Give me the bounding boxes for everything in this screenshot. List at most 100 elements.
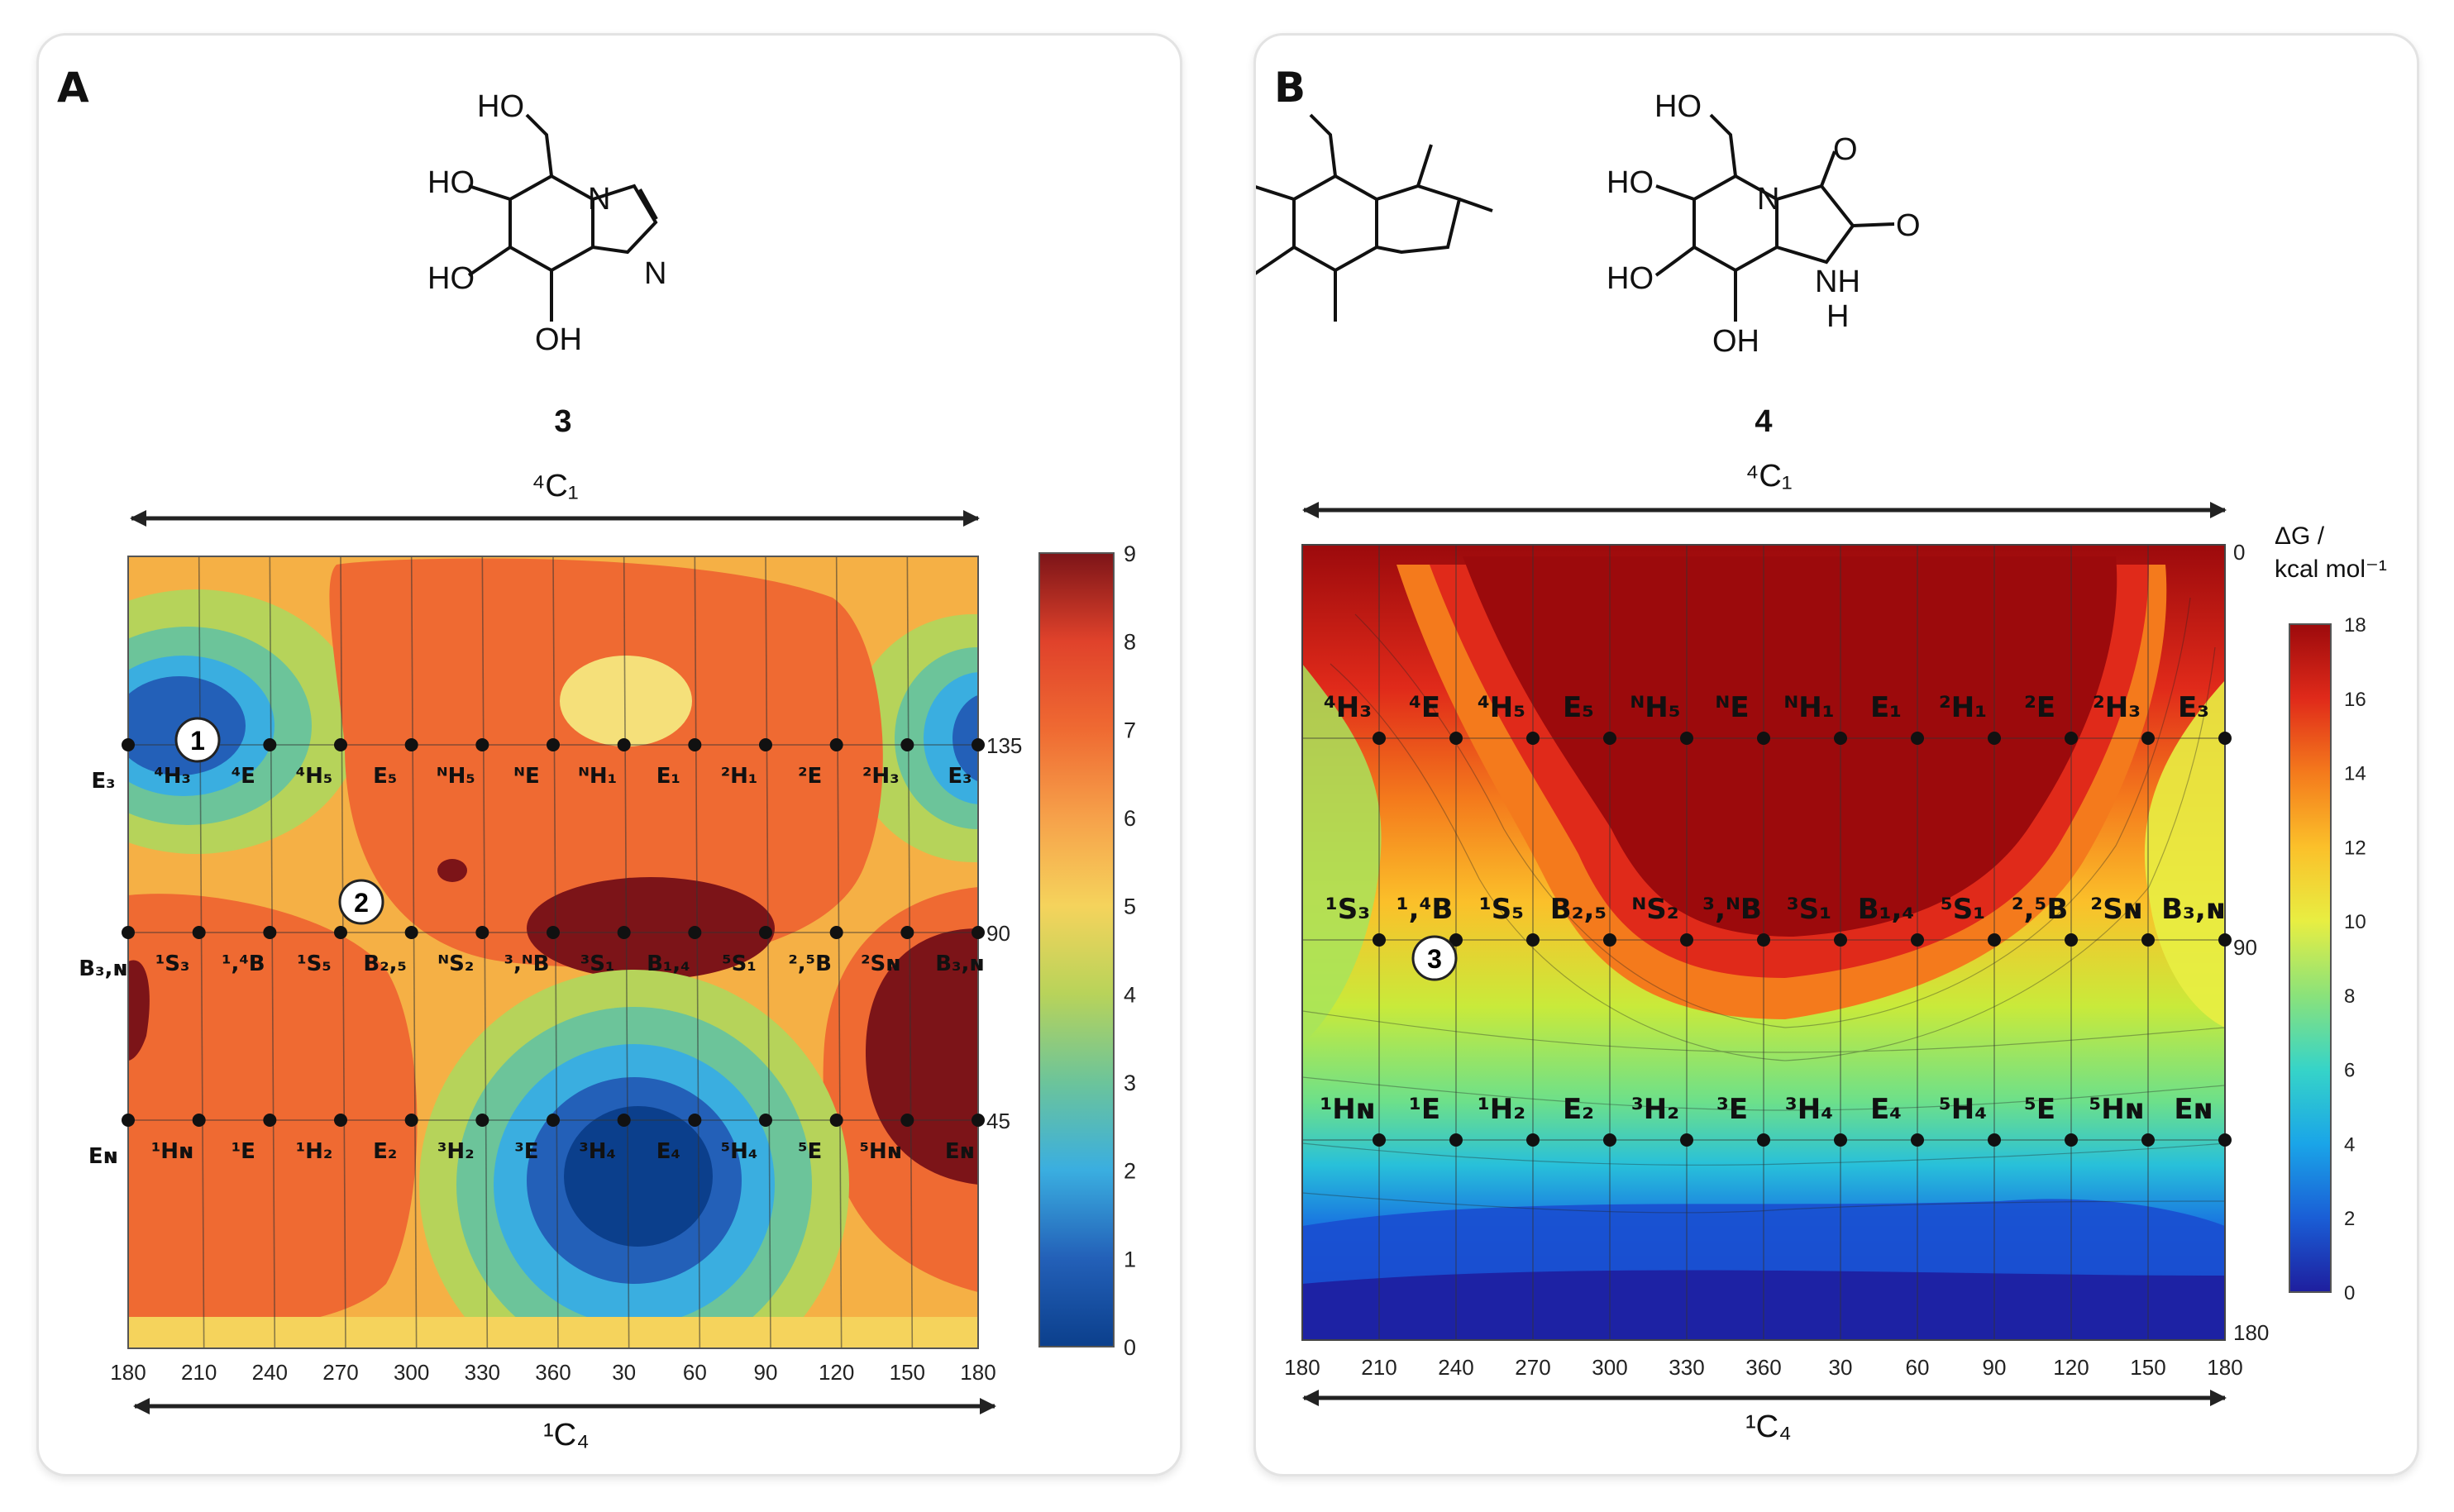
conformer-point [759,738,772,751]
conformer-label: E₅ [373,764,397,789]
conformer-point [263,926,277,939]
conformer-point [475,1114,489,1127]
conformer-point [2065,933,2078,947]
conformer-point [900,738,914,751]
conformer-point [617,738,631,751]
conformer-point [1373,933,1386,947]
panel-a-svg: HO HO HO OH N N [79,89,1136,1414]
panel-label: A [57,64,89,112]
conformer-label: ᴺS₂ [1631,893,1678,926]
colorbar-tick-label: 1 [1124,1247,1136,1271]
conformer-point [759,926,772,939]
conformer-label: E₃ [91,769,115,794]
colorbar-title-line1: ΔG / [2275,522,2325,550]
conformer-label: ⁴H₃ [1324,691,1372,724]
conformer-point [263,1114,277,1127]
structure-4 [1256,113,1493,322]
conformer-point [829,926,843,939]
conformer-label: E₃ [2178,691,2209,724]
heatmap-b [1302,545,2225,1340]
minimum-marker-2: 2 [338,879,384,925]
conformer-label: ³H₂ [437,1139,475,1164]
colorbar-tick-label: 7 [1124,718,1136,742]
conformer-label: ²H₃ [2093,691,2141,724]
grid-line-v [340,556,346,1348]
conformer-point [829,738,843,751]
struct-text-ho1: HO [1654,89,1702,124]
colorbar-tick-label: 0 [1124,1335,1136,1360]
colorbar-a [1038,552,1115,1347]
conformer-point [1911,933,1924,947]
conformer-point [972,738,985,751]
struct-text-h: H [1826,299,1849,334]
conformer-point [122,926,135,939]
conformer-label: E₄ [656,1139,680,1164]
grid-line-v [906,556,914,1348]
conformer-label: ¹S₅ [297,952,332,976]
x-tick-label: 90 [1983,1355,2007,1380]
colorbar-tick-label: 3 [1124,1071,1136,1095]
conformer-point [1373,1133,1386,1147]
conformer-label: E₁ [1870,691,1902,724]
conformer-label: ᴺH₅ [437,764,475,789]
grid-line-v [765,556,771,1348]
conformer-label: ᴺH₁ [578,764,617,789]
conformer-point [1834,732,1847,745]
conformer-point [1757,933,1770,947]
conformer-point [547,1114,560,1127]
conformer-point [404,1114,418,1127]
x-tick-label: 180 [110,1360,146,1385]
conformer-label: B₂,₅ [363,952,406,976]
y-tick-label: 0 [2233,540,2245,565]
conformer-label: ¹,⁴B [1396,893,1454,926]
conformer-label: ⁴H₅ [1478,691,1525,724]
compound-number: 4 [1755,404,1773,439]
conformer-label: ¹E [232,1139,255,1164]
conformer-point [829,1114,843,1127]
conformer-label: ¹H₂ [1478,1093,1525,1126]
conformer-label: B₃,ɴ [79,956,127,981]
conformer-label: ᴺS₂ [437,952,474,976]
conformer-label: E₂ [1563,1093,1594,1126]
top-axis-label: ⁴C₁ [1745,459,1793,494]
x-tick-label: 60 [1906,1355,1930,1380]
conformer-point [688,926,702,939]
colorbar-tick-label: 4 [1124,982,1136,1007]
grid-line-v [198,556,205,1348]
conformer-point [404,926,418,939]
conformer-point [688,738,702,751]
conformer-point [1834,1133,1847,1147]
conformer-point [1911,1133,1924,1147]
colorbar-tick-label: 2 [1124,1159,1136,1184]
conformer-point [688,1114,702,1127]
conformer-label: ²,⁵B [2012,893,2069,926]
x-tick-label: 150 [890,1360,925,1385]
x-tick-label: 120 [819,1360,854,1385]
conformer-point [547,738,560,751]
panel-b-svg: HO HO HO OH N NH H O O [1256,89,2366,1406]
struct-text-ho1: HO [477,89,524,124]
y-tick-label: 135 [986,733,1022,758]
conformer-label: Eɴ [2174,1093,2213,1126]
conformer-label: ²H₁ [721,764,758,789]
colorbar-tick-label: 2 [2344,1208,2355,1230]
conformer-label: E₂ [373,1139,397,1164]
grid-line-v [410,556,418,1348]
conformer-point [1680,933,1693,947]
conformer-label: ⁵H₄ [1939,1093,1987,1126]
x-tick-label: 60 [683,1360,707,1385]
conformer-point [1988,732,2001,745]
conformer-point [475,738,489,751]
colorbar-b [2289,623,2332,1293]
x-tick-label: 30 [1829,1355,1853,1380]
grid-line-v [835,556,843,1348]
conformer-point [617,1114,631,1127]
conformer-point [1603,1133,1616,1147]
conformer-point [1449,933,1463,947]
colorbar-tick-label: 9 [1124,541,1136,566]
colorbar-tick-label: 8 [1124,630,1136,655]
x-tick-label: 30 [612,1360,636,1385]
panel-a: A HO HO HO OH N N [36,33,1182,1476]
conformer-point [2218,933,2232,947]
struct-text-o2: O [1896,208,1921,243]
